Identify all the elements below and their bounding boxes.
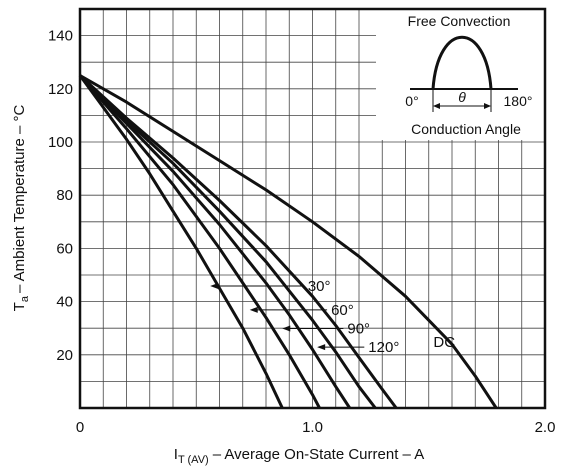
inset: Free Convection 0° 180° θ Conduction Ang… [376,8,545,140]
x-axis-title-sub: T (AV) [178,454,209,466]
y-axis-title-main: T [11,302,28,311]
x-axis-title-rest: – Average On-State Current – A [213,446,425,463]
series-leader-arrowhead [282,326,290,332]
y-axis-title-rest: – Ambient Temperature – °C [11,105,28,293]
y-axis-title: Ta – Ambient Temperature – °C [11,105,31,312]
x-tick-label: 2.0 [535,419,556,436]
series-leader-arrowhead [250,307,258,313]
inset-theta-label: θ [458,89,466,105]
inset-title: Free Convection [408,13,511,29]
y-tick-label: 140 [48,28,73,45]
y-tick-label: 100 [48,134,73,151]
y-tick-label: 60 [56,240,73,257]
x-tick-label: 1.0 [302,419,323,436]
series-label: DC [433,334,455,351]
y-tick-label: 120 [48,81,73,98]
y-tick-label: 20 [56,347,73,364]
inset-left-label: 0° [405,93,418,109]
series-label: 120° [368,339,399,356]
y-tick-label: 80 [56,187,73,204]
inset-caption: Conduction Angle [411,121,521,137]
x-tick-label: 0 [76,419,84,436]
series-label: 60° [331,302,354,319]
series-line-30 [80,76,282,409]
inset-right-label: 180° [504,93,533,109]
series-leader-arrowhead [317,344,325,350]
series-label: 30° [308,278,331,295]
y-axis-title-sub: a [19,295,31,302]
series-label: 90° [347,321,370,338]
y-tick-label: 40 [56,294,73,311]
series-leader-arrowhead [210,283,218,289]
x-axis-title: IT (AV)– Average On-State Current – A [174,446,424,466]
